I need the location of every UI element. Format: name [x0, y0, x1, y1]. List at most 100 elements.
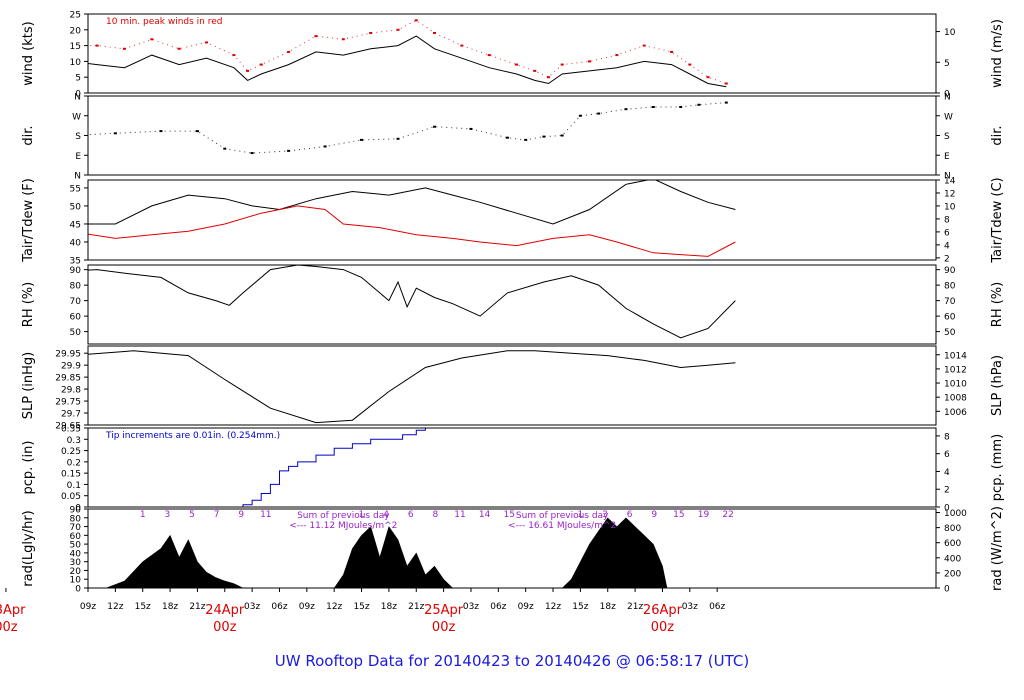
data-point: [287, 50, 291, 53]
left-tick-label: 50: [70, 202, 82, 212]
x-tick-label: 21z: [627, 602, 643, 612]
day-label: 24Apr: [205, 603, 245, 618]
right-tick-label: 4: [944, 241, 950, 251]
data-point: [515, 63, 519, 66]
series-area: [106, 517, 736, 588]
series-line: [88, 350, 736, 424]
panel-wind: 0 5 10 15 20 25 0 5 10 wind (kts) wind (m/s) 10 min…: [21, 11, 1005, 100]
series-temp-1: [88, 205, 736, 257]
left-tick-label: 80: [70, 514, 82, 524]
right-tick-label: 4: [944, 468, 950, 478]
right-tick-label: 12: [944, 189, 955, 199]
data-point: [651, 105, 655, 108]
ylabel-right-pcp: pcp. (mm): [990, 434, 1005, 501]
left-tick-label: W: [72, 112, 81, 122]
left-tick-label: 0.35: [61, 425, 81, 435]
right-tick-label: 2: [944, 486, 950, 496]
left-tick-label: 0.1: [67, 481, 81, 491]
left-tick-label: 15: [70, 42, 81, 52]
panel-frame-dir: [87, 95, 937, 176]
right-tick-label: 1010: [944, 380, 967, 390]
left-tick-label: N: [74, 172, 81, 182]
hour-marker: 3: [164, 510, 170, 520]
left-tick-label: 90: [70, 506, 82, 516]
ylabel-right-slp: SLP (hPa): [990, 355, 1005, 416]
hour-marker: 9: [651, 510, 657, 520]
day-label: 26Apr: [643, 603, 683, 618]
ylabel-left-slp: SLP (inHg): [21, 352, 36, 420]
hour-marker: 7: [214, 510, 220, 520]
data-point: [287, 149, 291, 152]
ylabel-left-pcp: pcp. (in): [21, 441, 36, 495]
data-point: [396, 137, 400, 140]
series-pcp-0: [88, 428, 736, 507]
series-temp-0: [88, 180, 736, 225]
right-tick-label: 10: [944, 28, 956, 38]
x-tick-label: 03z: [682, 602, 698, 612]
left-tick-label: 50: [70, 541, 82, 551]
day-label-z: 00z: [651, 620, 675, 635]
data-point: [177, 47, 181, 50]
hour-marker: 19: [698, 510, 710, 520]
left-tick-label: N: [74, 93, 81, 103]
left-tick-label: 25: [70, 11, 81, 21]
left-tick-label: 60: [70, 313, 82, 323]
left-tick-label: 0: [75, 90, 81, 100]
chart-title: UW Rooftop Data for 20140423 to 20140426…: [275, 652, 749, 670]
x-tick-label: 03z: [244, 602, 260, 612]
hour-marker: 15: [673, 510, 684, 520]
panel-frame-rh: [87, 264, 937, 345]
data-point: [360, 138, 364, 141]
panel-frame-slp: [87, 345, 937, 426]
right-tick-label: 1008: [944, 394, 967, 404]
x-tick-label: 21z: [189, 602, 205, 612]
series-step-line: [88, 428, 736, 507]
daily-sum-title: Sum of previous day: [516, 511, 609, 521]
right-tick-label: E: [944, 152, 950, 162]
daily-sum-value: <--- 11.12 MJoules/m^2: [289, 521, 397, 531]
left-tick-label: 60: [70, 532, 82, 542]
right-tick-label: 600: [944, 539, 961, 549]
data-point: [533, 69, 537, 72]
x-tick-label: 12z: [326, 602, 342, 612]
x-tick-label: 09z: [518, 602, 534, 612]
x-tick-label: 15z: [353, 602, 369, 612]
right-tick-label: 0: [944, 585, 950, 595]
right-tick-label: 60: [944, 313, 956, 323]
panel-frame-temp: [87, 179, 937, 261]
left-tick-label: 29.65: [55, 422, 81, 432]
panel-annotation-pcp: Tip increments are 0.01in. (0.254mm.): [105, 431, 280, 441]
left-tick-label: 30: [70, 558, 82, 568]
x-tick-label: 03z: [463, 602, 479, 612]
day-label-z: 00z: [432, 620, 456, 635]
left-tick-label: 0.2: [67, 458, 81, 468]
panel-temp: 35 40 45 50 55 2 4 6 8 10 12 14 Tair/Tdew (F) Tair/Td…: [21, 177, 1005, 267]
left-tick-label: 45: [70, 220, 81, 230]
right-tick-label: 8: [944, 432, 950, 442]
right-tick-label: 6: [944, 450, 950, 460]
day-label: 25Apr: [424, 603, 464, 618]
panel-rh: 50 60 70 80 90 50 60 70 80 90 RH (%) RH (%): [21, 264, 1005, 345]
left-tick-label: 20: [70, 26, 82, 36]
data-point: [259, 63, 263, 66]
x-tick-label: 12z: [107, 602, 123, 612]
right-tick-label: 5: [944, 59, 950, 69]
x-tick-label: 06z: [709, 602, 725, 612]
data-point: [597, 112, 601, 115]
panel-annotation-wind: 10 min. peak winds in red: [106, 17, 223, 27]
series-rh-0: [88, 265, 736, 339]
right-tick-label: 14: [944, 177, 956, 187]
x-tick-label: 06z: [271, 602, 287, 612]
left-tick-label: 35: [70, 257, 81, 267]
hour-marker: 22: [722, 510, 733, 520]
left-tick-label: 0: [75, 504, 81, 514]
series-dir-0: [88, 101, 728, 155]
right-tick-label: 80: [944, 282, 956, 292]
left-tick-label: 0.3: [67, 436, 81, 446]
data-point: [615, 54, 619, 57]
x-tick-label: 09z: [80, 602, 96, 612]
panel-frame-wind: [87, 13, 937, 94]
ylabel-left-dir: dir.: [21, 125, 36, 145]
left-tick-label: 10: [70, 576, 82, 586]
data-point: [542, 135, 546, 138]
